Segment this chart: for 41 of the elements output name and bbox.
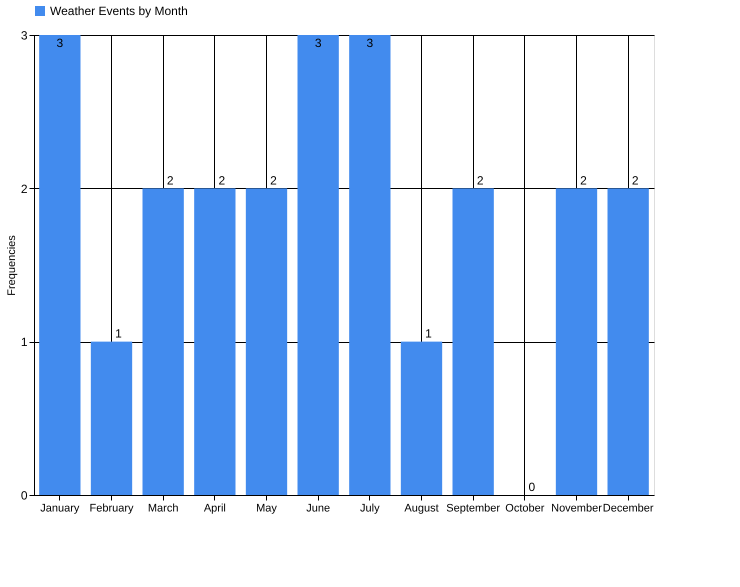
bar [90,342,132,495]
data-label: 2 [632,173,639,188]
data-label: 3 [314,36,322,50]
bar [349,35,390,495]
x-tick-label: April [204,502,226,514]
x-tick-label: July [360,502,380,514]
data-label: 1 [115,326,122,341]
y-axis-title: Frequencies [6,234,18,296]
bar [608,188,649,495]
x-tick-label: September [446,502,500,514]
bar [556,188,598,495]
x-tick-label: June [306,502,330,514]
legend-label: Weather Events by Month [50,4,188,18]
y-tick-label: 1 [20,335,28,350]
bar [452,188,494,495]
x-tick-label: March [148,502,178,514]
y-tick-label: 2 [20,182,28,196]
bar [194,188,236,495]
data-label: 2 [580,173,588,188]
x-tick-label: December [602,502,654,514]
x-tick-label: January [40,502,80,514]
data-label: 2 [476,173,484,188]
bar [400,342,442,495]
bar [298,35,339,495]
data-label: 2 [166,173,174,188]
bar [246,188,288,495]
x-tick-label: August [404,502,439,514]
data-label: 3 [366,36,374,50]
y-tick-label: 0 [20,488,28,502]
data-label: 2 [270,173,278,188]
x-tick-label: February [89,502,134,514]
bar [39,35,80,495]
data-label: 3 [56,36,64,50]
data-label: 1 [425,326,432,341]
y-tick-label: 3 [20,28,28,42]
bar [142,188,184,495]
data-label: 2 [218,173,226,188]
data-label: 0 [528,480,536,494]
x-tick-label: May [256,502,278,514]
x-tick-label: October [505,502,545,514]
x-tick-label: November [551,502,602,514]
